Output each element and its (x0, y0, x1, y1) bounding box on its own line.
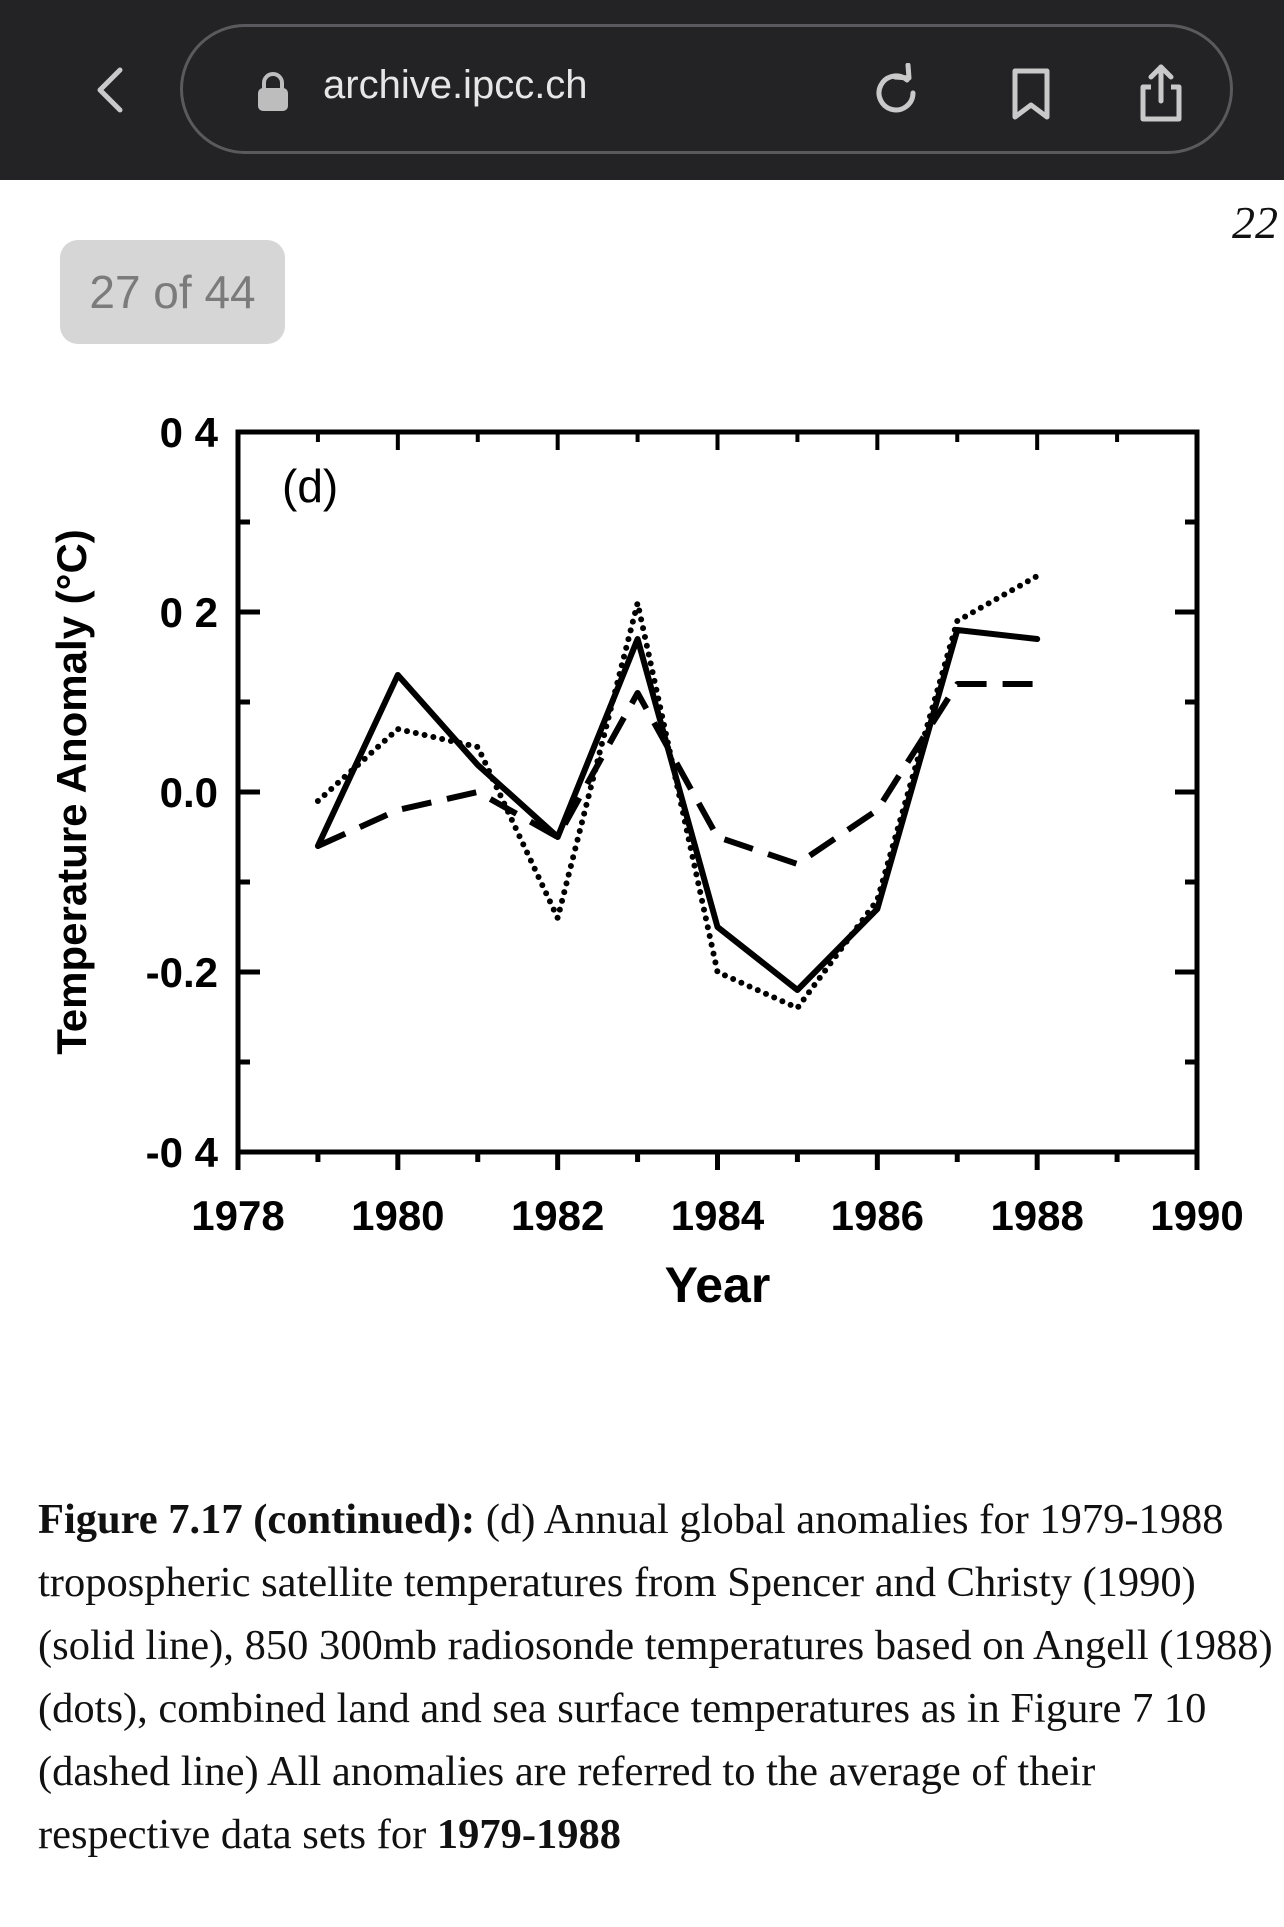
series-line-solid (314, 627, 1041, 993)
bookmark-button[interactable] (1001, 63, 1061, 123)
page-number: 22 (1232, 197, 1278, 248)
x-tick-label: 1988 (990, 1192, 1083, 1239)
x-tick-label: 1982 (511, 1192, 604, 1239)
x-tick-label: 1978 (191, 1192, 284, 1239)
reload-icon (876, 62, 916, 113)
plot-frame (235, 429, 1200, 1155)
caption-text: (d) Annual global anomalies for 1979-198… (38, 1496, 1273, 1858)
share-icon (1140, 64, 1182, 122)
temperature-anomaly-chart: 1978 1980 1982 1984 1986 1988 1990 0 4 0 2 0.0 -0.… (48, 409, 1244, 1313)
chevron-left-icon (97, 67, 123, 113)
panel-label: (d) (282, 460, 338, 512)
caption-continued: (continued): (253, 1496, 476, 1543)
caption-period: 1979-1988 (436, 1811, 622, 1858)
x-tick-label: 1984 (671, 1192, 765, 1239)
lock-icon (258, 72, 288, 111)
y-tick-label: -0.2 (146, 949, 218, 996)
page-indicator: 27 of 44 (60, 240, 285, 344)
bookmark-icon (1012, 68, 1050, 120)
share-button[interactable] (1131, 63, 1191, 123)
figure-caption: Figure 7.17 (continued): (d) Annual glob… (38, 1488, 1278, 1866)
y-tick-label: 0 2 (160, 589, 218, 636)
x-tick-label: 1990 (1150, 1192, 1243, 1239)
series-line-dotted (314, 573, 1041, 1011)
url-text: archive.ipcc.ch (323, 63, 588, 107)
y-tick-label: 0 4 (160, 409, 219, 456)
caption-figure-label: Figure 7.17 (38, 1496, 243, 1543)
back-button[interactable] (88, 60, 132, 120)
y-tick-label: -0 4 (146, 1129, 219, 1176)
browser-toolbar: archive.ipcc.ch (0, 0, 1284, 180)
series-line-dashed (316, 681, 1038, 867)
y-tick-label: 0.0 (160, 769, 218, 816)
x-axis-title: Year (665, 1257, 771, 1313)
y-axis-title: Temperature Anomaly (°C) (48, 529, 95, 1055)
x-tick-label: 1980 (351, 1192, 444, 1239)
reload-button[interactable] (867, 62, 927, 123)
address-bar[interactable]: archive.ipcc.ch (180, 24, 1233, 154)
x-tick-label: 1986 (831, 1192, 924, 1239)
